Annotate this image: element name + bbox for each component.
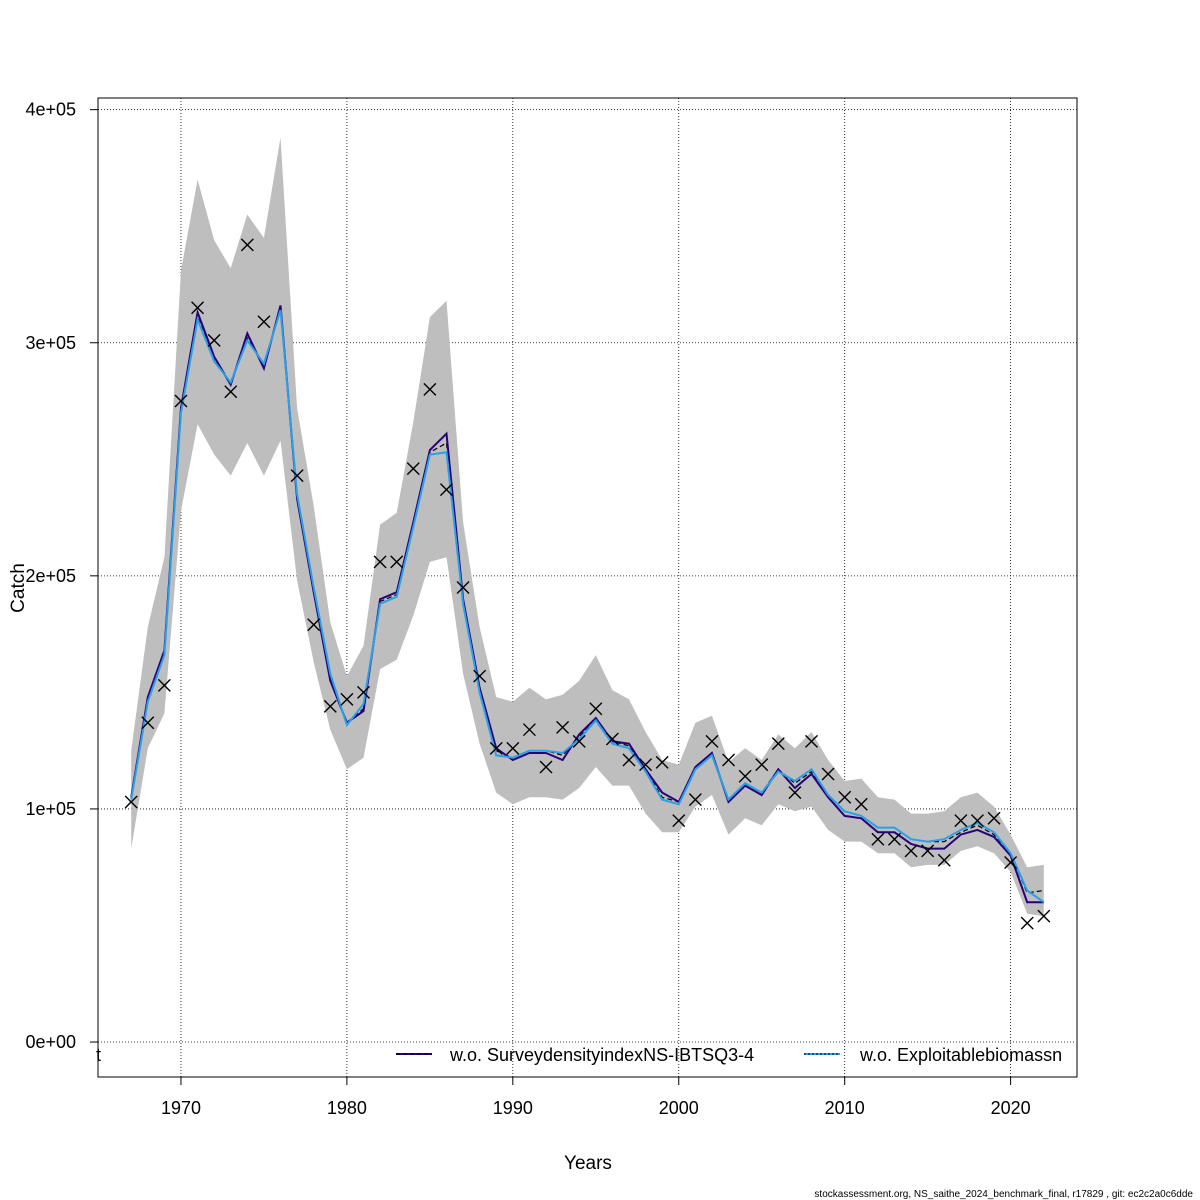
observed-point	[1004, 856, 1018, 870]
observed-point	[556, 720, 570, 734]
x-tick-label: 2020	[991, 1098, 1031, 1118]
observed-point	[887, 832, 901, 846]
observed-point	[954, 814, 968, 828]
observed-point	[854, 797, 868, 811]
observed-point	[871, 832, 885, 846]
observed-point	[174, 394, 188, 408]
y-tick-label: 1e+05	[25, 799, 76, 819]
observed-point	[207, 333, 221, 347]
observed-point	[755, 758, 769, 772]
observed-point	[572, 734, 586, 748]
observed-point	[506, 741, 520, 755]
observed-point	[439, 483, 453, 497]
y-tick-label: 3e+05	[25, 333, 76, 353]
plot-frame	[97, 97, 1078, 1078]
observed-point	[456, 581, 470, 594]
observed-point	[406, 462, 420, 476]
confidence-band	[131, 137, 1044, 917]
axes: 1970 1980 1990 2000 2010 2020 0e+00 1e+05 2e+05 3…	[25, 100, 1030, 1118]
observed-point	[589, 702, 603, 716]
footer-note: stockassessment.org, NS_saithe_2024_benc…	[814, 1189, 1193, 1200]
observed-point	[605, 732, 619, 746]
x-axis-title: Years	[564, 1153, 612, 1174]
observed-point	[373, 555, 387, 569]
observed-point	[224, 385, 238, 399]
observed-point	[340, 692, 354, 706]
observed-point	[937, 853, 951, 867]
observed-point	[307, 618, 321, 632]
observed-point	[788, 786, 802, 800]
observed-point	[970, 814, 984, 828]
observed-point	[124, 795, 138, 809]
observed-point	[821, 767, 835, 781]
observed-point	[838, 790, 852, 804]
observed-point	[805, 734, 819, 748]
observed-point	[323, 699, 337, 713]
observed-point	[257, 315, 271, 329]
observed-point	[987, 811, 1001, 825]
series-lines	[130, 305, 1045, 904]
legend-partial-label: t	[96, 1045, 101, 1065]
observed-point	[191, 301, 205, 315]
observed-point	[622, 753, 636, 767]
observed-point	[390, 555, 404, 569]
observed-point	[141, 716, 155, 730]
observed-point	[688, 793, 702, 807]
observed-point	[904, 844, 918, 858]
confidence-band-area	[131, 137, 1044, 917]
legend-clip	[1076, 1036, 1200, 1076]
grid	[98, 98, 1077, 1077]
observed-point	[722, 753, 736, 767]
observed-point	[240, 238, 254, 252]
x-tick-label: 1990	[493, 1098, 533, 1118]
observed-point	[738, 769, 752, 783]
observed-point	[539, 760, 553, 774]
observed-points	[124, 238, 1051, 930]
observed-point	[522, 723, 536, 737]
legend-label-series-2: w.o. Exploitablebiomassn	[859, 1045, 1062, 1065]
x-tick-label: 1980	[327, 1098, 367, 1118]
legend-label-series-1: w.o. SurveydensityindexNS-IBTSQ3-4	[449, 1045, 754, 1065]
y-tick-label: 4e+05	[25, 100, 76, 120]
observed-point	[639, 758, 653, 772]
observed-point	[473, 669, 487, 683]
observed-point	[356, 685, 370, 699]
x-tick-label: 1970	[161, 1098, 201, 1118]
series-line-2	[130, 309, 1045, 904]
observed-point	[1020, 916, 1034, 930]
observed-point	[489, 741, 503, 755]
x-tick-label: 2010	[825, 1098, 865, 1118]
observed-point	[157, 678, 171, 692]
x-tick-label: 2000	[659, 1098, 699, 1118]
observed-point	[423, 382, 437, 396]
y-tick-label: 2e+05	[25, 566, 76, 586]
observed-point	[1037, 909, 1051, 923]
legend: t w.o. SurveydensityindexNS-IBTSQ3-4 w.o…	[96, 1036, 1200, 1076]
y-axis-title: Catch	[8, 563, 29, 613]
observed-point	[771, 737, 785, 751]
observed-point	[705, 734, 719, 748]
y-tick-label: 0e+00	[25, 1032, 76, 1052]
observed-point	[290, 469, 304, 483]
observed-point	[921, 844, 935, 858]
observed-point	[672, 814, 686, 828]
observed-point	[655, 755, 669, 769]
